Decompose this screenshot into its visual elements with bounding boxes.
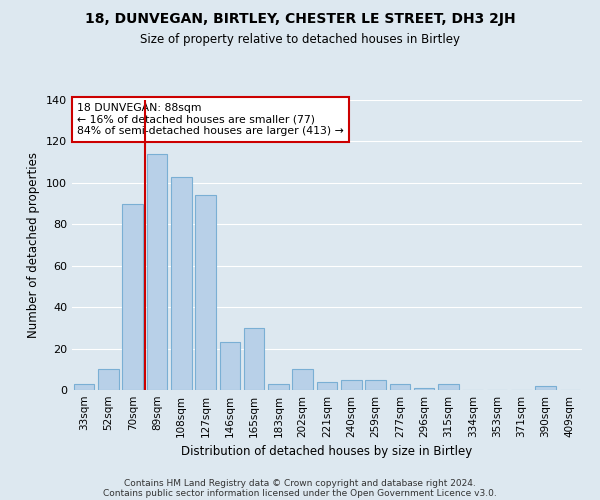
Text: Contains public sector information licensed under the Open Government Licence v3: Contains public sector information licen… — [103, 488, 497, 498]
Bar — [268, 384, 289, 390]
Text: Size of property relative to detached houses in Birtley: Size of property relative to detached ho… — [140, 32, 460, 46]
Bar — [438, 384, 459, 390]
Bar — [171, 176, 191, 390]
Bar — [195, 196, 216, 390]
Bar — [292, 370, 313, 390]
Bar — [389, 384, 410, 390]
Text: 18 DUNVEGAN: 88sqm
← 16% of detached houses are smaller (77)
84% of semi-detache: 18 DUNVEGAN: 88sqm ← 16% of detached hou… — [77, 103, 344, 136]
Bar — [74, 384, 94, 390]
Bar — [244, 328, 265, 390]
Text: Contains HM Land Registry data © Crown copyright and database right 2024.: Contains HM Land Registry data © Crown c… — [124, 478, 476, 488]
Bar — [535, 386, 556, 390]
Bar — [365, 380, 386, 390]
Y-axis label: Number of detached properties: Number of detached properties — [28, 152, 40, 338]
Bar — [220, 342, 240, 390]
Bar — [317, 382, 337, 390]
Bar — [98, 370, 119, 390]
Bar — [414, 388, 434, 390]
Text: 18, DUNVEGAN, BIRTLEY, CHESTER LE STREET, DH3 2JH: 18, DUNVEGAN, BIRTLEY, CHESTER LE STREET… — [85, 12, 515, 26]
X-axis label: Distribution of detached houses by size in Birtley: Distribution of detached houses by size … — [181, 446, 473, 458]
Bar — [146, 154, 167, 390]
Bar — [122, 204, 143, 390]
Bar — [341, 380, 362, 390]
